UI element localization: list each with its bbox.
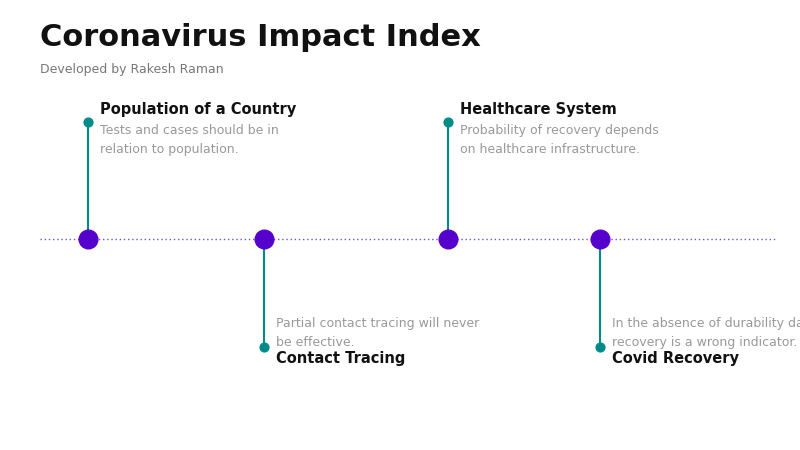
Text: Partial contact tracing will never
be effective.: Partial contact tracing will never be ef… xyxy=(276,317,479,349)
Point xyxy=(442,118,454,125)
Point xyxy=(442,235,454,242)
Text: Contact Tracing: Contact Tracing xyxy=(276,351,406,366)
Text: Tests and cases should be in
relation to population.: Tests and cases should be in relation to… xyxy=(100,124,278,156)
Text: Population of a Country: Population of a Country xyxy=(100,102,296,117)
Point xyxy=(258,235,270,242)
Text: Covid Recovery: Covid Recovery xyxy=(612,351,739,366)
Point xyxy=(82,235,94,242)
Text: In the absence of durability data,
recovery is a wrong indicator.: In the absence of durability data, recov… xyxy=(612,317,800,349)
Point xyxy=(258,343,270,350)
Text: Coronavirus Impact Index: Coronavirus Impact Index xyxy=(40,22,481,51)
Text: Healthcare System: Healthcare System xyxy=(460,102,617,117)
Point xyxy=(594,343,606,350)
Point xyxy=(594,235,606,242)
Text: Developed by Rakesh Raman: Developed by Rakesh Raman xyxy=(40,63,224,76)
Text: Probability of recovery depends
on healthcare infrastructure.: Probability of recovery depends on healt… xyxy=(460,124,658,156)
Point xyxy=(82,118,94,125)
